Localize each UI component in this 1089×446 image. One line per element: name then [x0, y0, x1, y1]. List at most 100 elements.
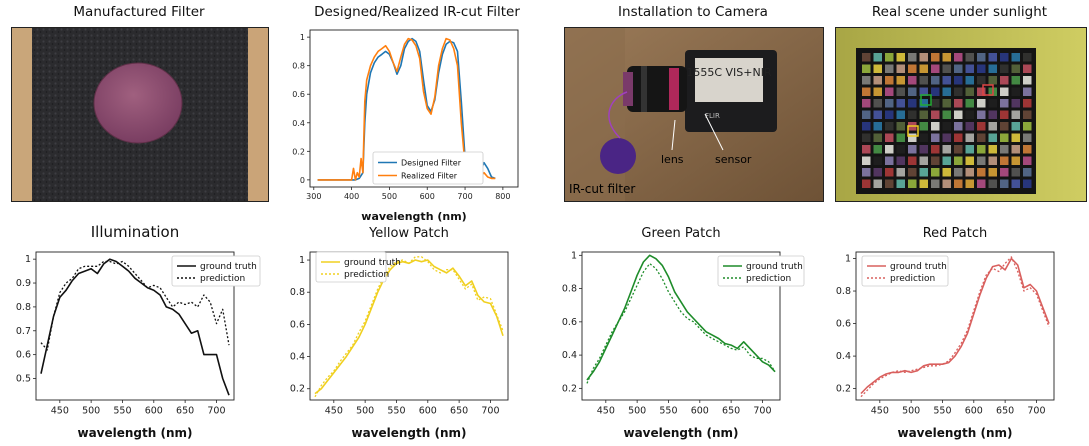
checker-patch — [908, 145, 917, 154]
lens-label: lens — [661, 153, 684, 166]
checker-patch — [977, 179, 986, 188]
legend-label: ground truth — [890, 262, 947, 272]
y-tick-label: 0.4 — [836, 351, 851, 362]
y-tick-label: 0 — [300, 176, 305, 185]
checker-patch — [1011, 168, 1020, 177]
checker-patch — [873, 179, 882, 188]
checker-patch — [919, 99, 928, 108]
y-tick-label: 0.8 — [562, 284, 577, 295]
y-tick-label: 0.4 — [292, 119, 305, 128]
illumination-chart: Illumination 450 500 550 600 650 700 0.5 0.6 0.7 0… — [16, 223, 261, 440]
checker-patch — [931, 122, 940, 131]
checker-patch — [954, 87, 963, 96]
y-tick-label: 0.8 — [292, 62, 305, 71]
legend-label: Realized Filter — [401, 172, 458, 181]
y-tick-label: 0.4 — [562, 350, 577, 361]
legend-label: prediction — [200, 274, 245, 284]
checker-patch — [1000, 122, 1009, 131]
x-tick-label: 450 — [51, 406, 69, 417]
checker-patch — [942, 179, 951, 188]
y-tick-label: 1 — [300, 33, 305, 42]
checker-patch — [1000, 145, 1009, 154]
checker-patch — [942, 168, 951, 177]
checker-patch — [965, 110, 974, 119]
checker-patch — [1023, 64, 1032, 73]
checker-patch — [873, 64, 882, 73]
checker-patch — [1011, 76, 1020, 85]
legend-label: ground truth — [746, 262, 803, 272]
legend-label: ground truth — [344, 258, 401, 268]
checker-patch — [931, 99, 940, 108]
checker-patch — [977, 87, 986, 96]
checker-patch — [977, 64, 986, 73]
color-chart-scene-image — [836, 28, 1086, 201]
yellow-patch-chart: Yellow Patch 450 500 550 600 650 700 0.2 0.4 0.6 0… — [290, 226, 509, 440]
checker-patch — [919, 76, 928, 85]
checker-patch — [873, 87, 882, 96]
checker-patch — [919, 110, 928, 119]
checker-patch — [1011, 122, 1020, 131]
checker-patch — [931, 110, 940, 119]
checker-patch — [885, 145, 894, 154]
checker-patch — [931, 133, 940, 142]
y-tick-label: 1 — [25, 254, 31, 265]
x-tick-label: 650 — [722, 406, 740, 417]
checker-patch — [1000, 99, 1009, 108]
checker-patch — [954, 122, 963, 131]
checker-patch — [965, 53, 974, 62]
checker-patch — [885, 168, 894, 177]
x-tick-label: 500 — [902, 406, 920, 417]
checker-patch — [1023, 168, 1032, 177]
x-tick-label: 600 — [145, 406, 163, 417]
checker-patch — [954, 145, 963, 154]
checker-patch — [896, 110, 905, 119]
red-patch-marker — [982, 84, 994, 96]
checker-patch — [896, 168, 905, 177]
checker-patch — [1000, 64, 1009, 73]
camera-label-sticker — [695, 58, 763, 102]
checker-patch — [954, 133, 963, 142]
installation-photo: 1555C VIS+NIR FLIR lens sensor IR-cut fi… — [564, 27, 824, 202]
checker-patch — [965, 122, 974, 131]
x-axis-label: wavelength (nm) — [623, 426, 738, 440]
checker-patch — [885, 156, 894, 165]
x-tick-label: 650 — [450, 406, 468, 417]
y-tick-label: 0.8 — [290, 287, 305, 298]
checker-patch — [896, 64, 905, 73]
checker-patch — [896, 145, 905, 154]
checker-patch — [1000, 179, 1009, 188]
checker-patch — [1000, 110, 1009, 119]
checker-patch — [885, 87, 894, 96]
x-tick-label: 300 — [306, 192, 321, 201]
checker-patch — [1011, 156, 1020, 165]
y-tick-label: 0.6 — [290, 319, 305, 330]
plot-frame — [309, 251, 509, 401]
checker-patch — [965, 64, 974, 73]
x-tick-label: 650 — [176, 406, 194, 417]
checker-patch — [862, 168, 871, 177]
y-tick-label: 0.5 — [16, 374, 31, 385]
checker-patch — [931, 168, 940, 177]
x-tick-label: 700 — [753, 406, 771, 417]
designed-filter-title: Designed/Realized IR-cut Filter — [314, 4, 520, 20]
checker-patch — [1000, 87, 1009, 96]
manufactured-filter-panel: Manufactured Filter — [8, 0, 270, 205]
legend-label: prediction — [890, 274, 935, 284]
checker-patch — [977, 76, 986, 85]
y-tick-label: 0.6 — [836, 319, 851, 330]
checker-patch — [1023, 87, 1032, 96]
checker-patch — [862, 110, 871, 119]
manufactured-filter-title: Manufactured Filter — [73, 4, 205, 20]
x-axis-label: wavelength (nm) — [897, 426, 1012, 440]
checker-patch — [919, 168, 928, 177]
checker-patch — [885, 133, 894, 142]
manufactured-filter-photo — [11, 27, 269, 202]
checker-patch — [1023, 179, 1032, 188]
ir-cut-filter-label: IR-cut filter — [569, 182, 635, 196]
checker-patch — [862, 87, 871, 96]
checker-patch — [885, 110, 894, 119]
checker-patch — [896, 76, 905, 85]
checker-patch — [988, 53, 997, 62]
camera-brand: FLIR — [705, 112, 720, 120]
checker-patch — [908, 179, 917, 188]
